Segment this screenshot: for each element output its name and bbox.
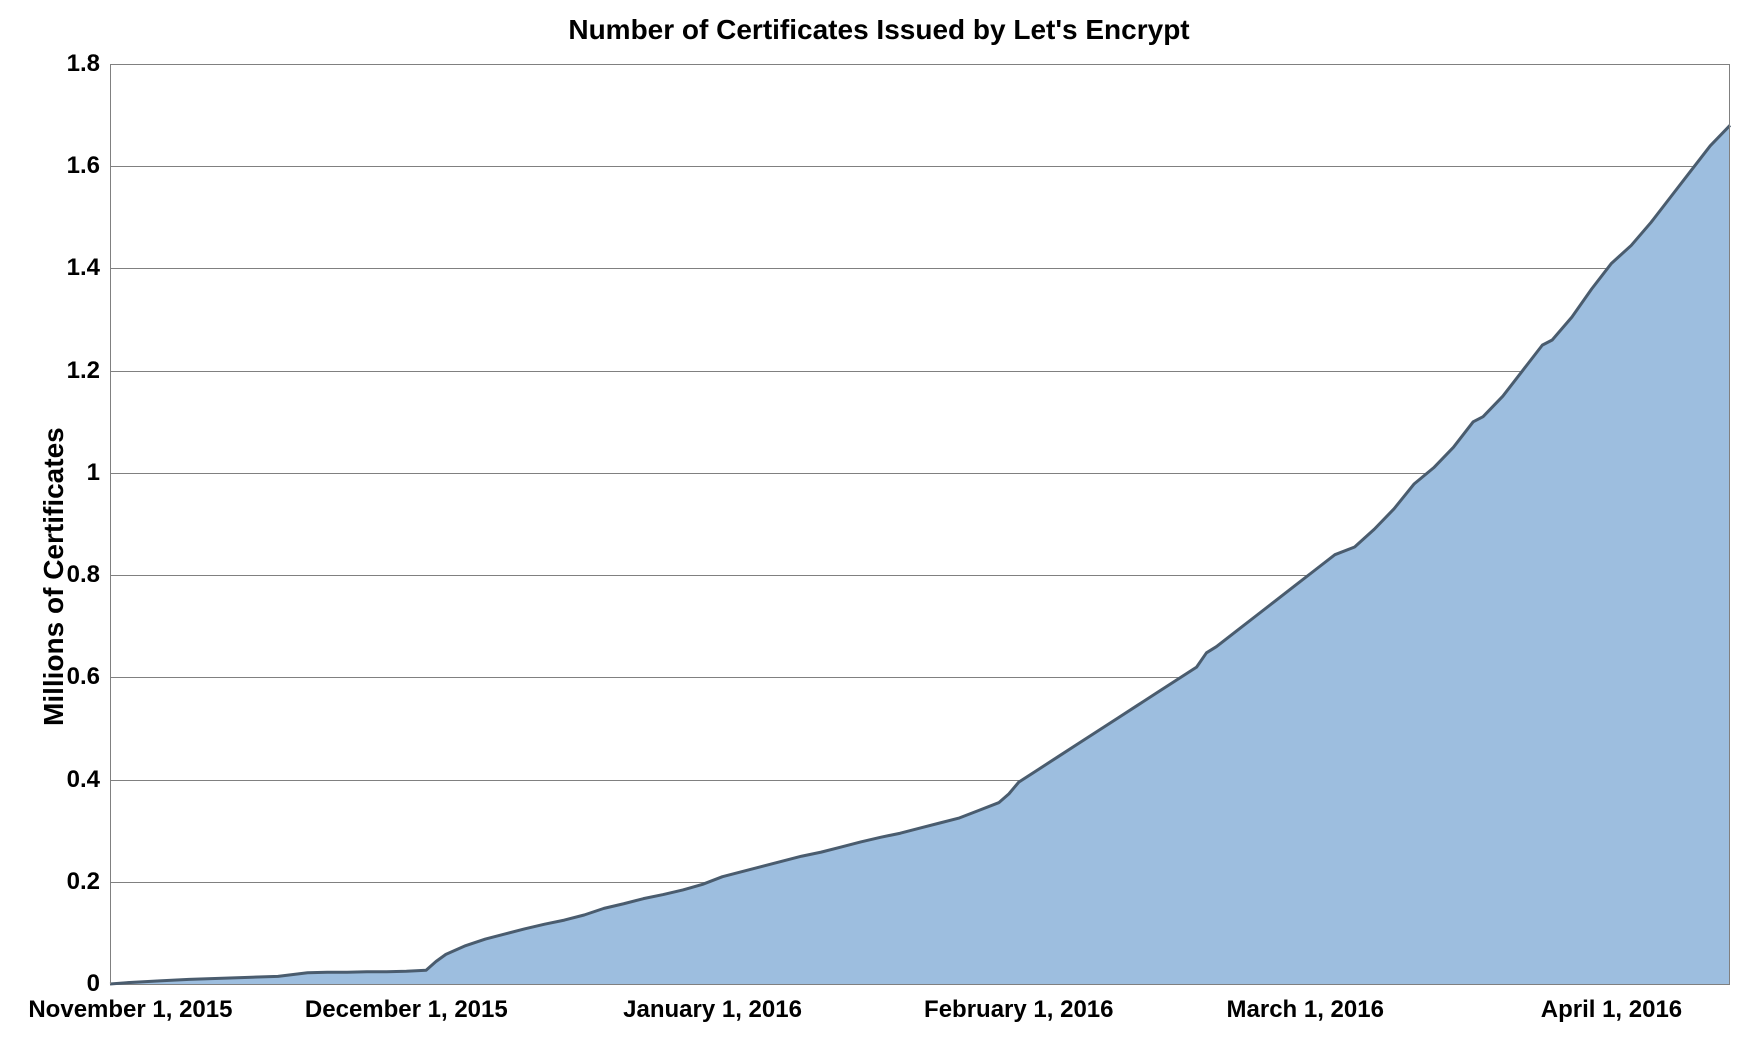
y-tick-label: 1.2 bbox=[67, 357, 110, 385]
x-tick-label: February 1, 2016 bbox=[924, 984, 1113, 1024]
y-tick-label: 1 bbox=[87, 459, 110, 487]
y-tick-label: 1.4 bbox=[67, 254, 110, 282]
y-tick-label: 0.6 bbox=[67, 663, 110, 691]
y-tick-label: 1.8 bbox=[67, 50, 110, 78]
plot-border-left bbox=[110, 64, 111, 984]
y-tick-label: 0.8 bbox=[67, 561, 110, 589]
x-tick-label: November 1, 2015 bbox=[28, 984, 232, 1024]
area-svg bbox=[110, 64, 1730, 984]
y-tick-label: 0.2 bbox=[67, 868, 110, 896]
plot-area: 00.20.40.60.811.21.41.61.8November 1, 20… bbox=[110, 64, 1730, 984]
y-tick-label: 0.4 bbox=[67, 766, 110, 794]
x-tick-label: March 1, 2016 bbox=[1227, 984, 1384, 1024]
area-fill bbox=[110, 125, 1730, 984]
x-tick-label: December 1, 2015 bbox=[305, 984, 508, 1024]
plot-border-right bbox=[1729, 64, 1730, 984]
x-tick-label: April 1, 2016 bbox=[1541, 984, 1682, 1024]
area-chart: Number of Certificates Issued by Let's E… bbox=[0, 0, 1758, 1063]
y-tick-label: 1.6 bbox=[67, 152, 110, 180]
chart-title: Number of Certificates Issued by Let's E… bbox=[0, 14, 1758, 46]
x-tick-label: January 1, 2016 bbox=[623, 984, 802, 1024]
y-axis-label: Millions of Certificates bbox=[38, 428, 70, 727]
